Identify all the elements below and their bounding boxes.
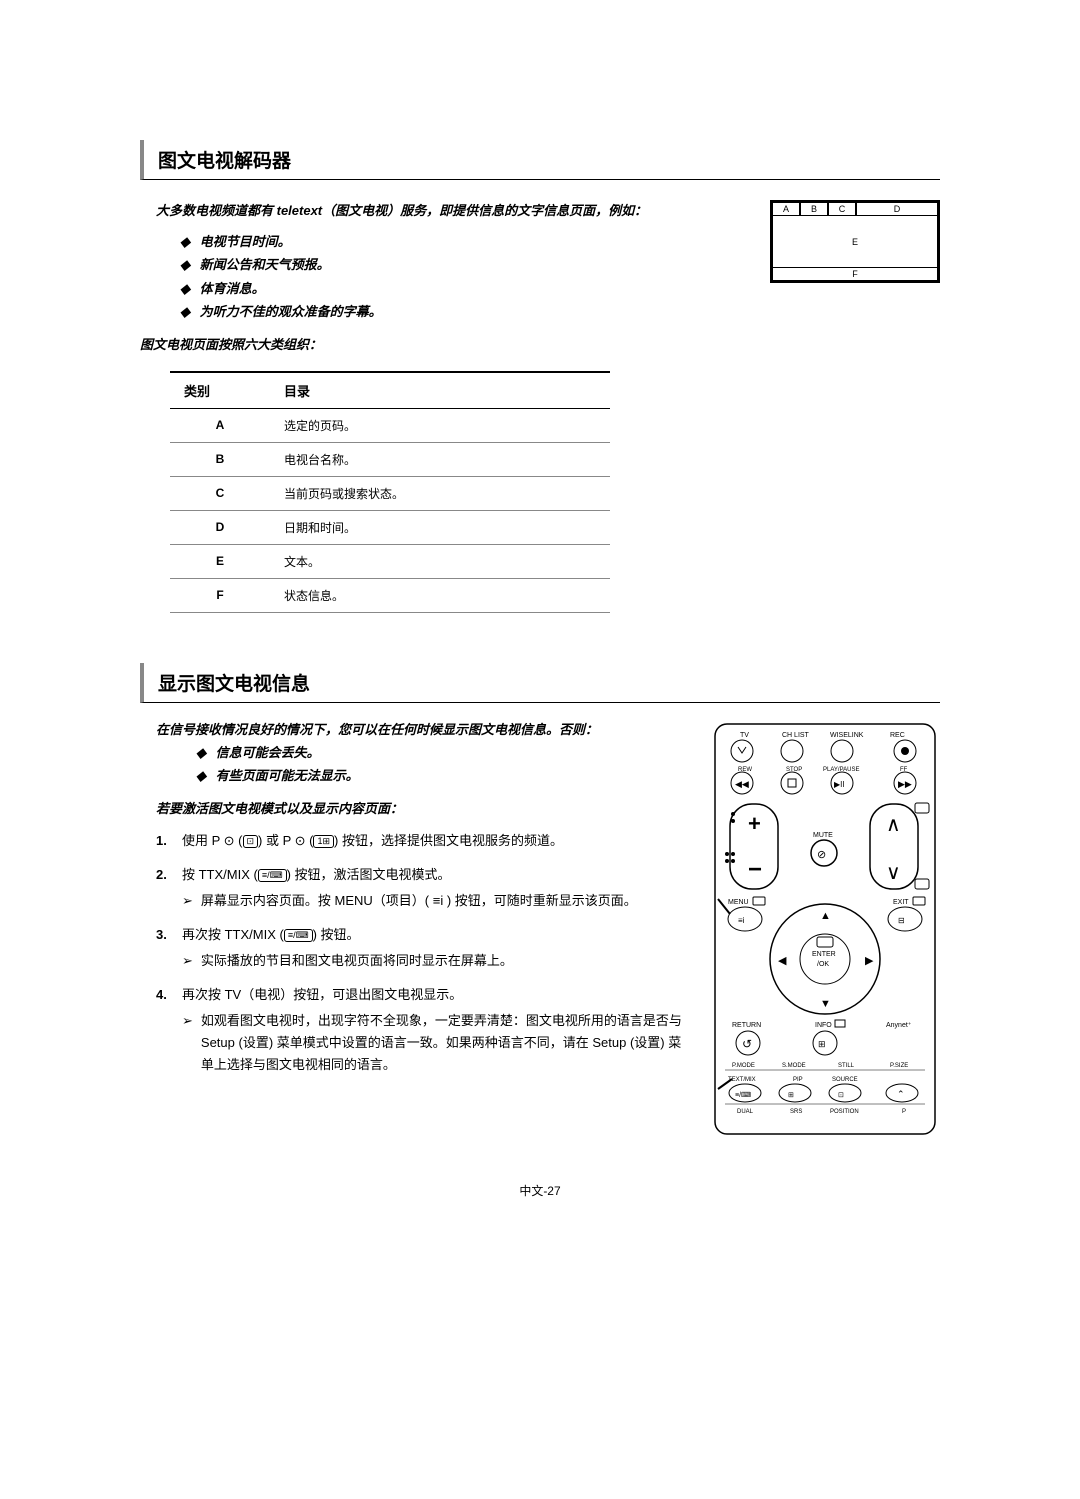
svg-text:P.SIZE: P.SIZE [890,1063,908,1069]
svg-text:RETURN: RETURN [732,1022,761,1029]
diagram-b: B [800,202,828,216]
svg-text:CH LIST: CH LIST [782,732,810,739]
svg-text:/OK: /OK [817,961,829,968]
svg-text:MENU: MENU [728,899,749,906]
svg-text:POSITION: POSITION [830,1109,859,1115]
svg-text:P: P [902,1109,906,1115]
svg-text:▶II: ▶II [834,780,845,789]
svg-text:REC: REC [890,732,905,739]
svg-text:EXIT: EXIT [893,899,909,906]
ttx-mix-icon: ≡/⌨ [258,869,287,882]
svg-text:⊞: ⊞ [788,1092,794,1099]
table-header-category: 类别 [170,372,270,409]
table-row: C当前页码或搜索状态。 [170,476,610,510]
table-row: B电视台名称。 [170,442,610,476]
svg-text:P.MODE: P.MODE [732,1063,755,1069]
bullet-item: 信息可能会丢失。 [196,741,690,764]
steps-list: 1. 使用 P ⊙ (⊡) 或 P ⊙ (1⊞) 按钮，选择提供图文电视服务的频… [156,830,690,1077]
step-2: 2. 按 TTX/MIX (≡/⌨) 按钮，激活图文电视模式。 屏幕显示内容页面… [156,864,690,912]
bullet-item: 新闻公告和天气预报。 [180,253,740,276]
bullet-item: 为听力不佳的观众准备的字幕。 [180,300,740,323]
diagram-d: D [856,202,938,216]
section2-body: 在信号接收情况良好的情况下，您可以在任何时候显示图文电视信息。否则： 信息可能会… [140,719,940,1142]
section1-text: 大多数电视频道都有 teletext（图文电视）服务，即提供信息的文字信息页面，… [140,184,740,363]
section2-bullets: 信息可能会丢失。 有些页面可能无法显示。 [196,741,690,788]
teletext-up-icon: ⊡ [243,835,259,848]
svg-text:≡/⌨: ≡/⌨ [735,1091,751,1099]
svg-text:+: + [748,811,761,836]
step-4: 4. 再次按 TV（电视）按钮，可退出图文电视显示。 如观看图文电视时，出现字符… [156,984,690,1076]
section2-text: 在信号接收情况良好的情况下，您可以在任何时候显示图文电视信息。否则： 信息可能会… [140,719,690,1142]
svg-text:⊞: ⊞ [818,1039,826,1049]
svg-text:ENTER: ENTER [812,951,836,958]
category-table: 类别 目录 A选定的页码。 B电视台名称。 C当前页码或搜索状态。 D日期和时间… [170,371,610,613]
remote-label: TV [740,732,749,739]
svg-text:▼: ▼ [820,998,831,1010]
svg-text:▶▶: ▶▶ [898,779,912,789]
svg-text:◀: ◀ [778,955,787,967]
section1-title: 图文电视解码器 [140,140,940,180]
teletext-diagram: A B C D E F [770,200,940,363]
svg-text:∧: ∧ [886,814,901,836]
section2-intro: 在信号接收情况良好的情况下，您可以在任何时候显示图文电视信息。否则： [156,719,690,741]
svg-text:TEXT/MIX: TEXT/MIX [728,1077,756,1083]
svg-text:⊡: ⊡ [838,1092,844,1099]
bullet-item: 电视节目时间。 [180,230,740,253]
table-row: E文本。 [170,544,610,578]
svg-text:↺: ↺ [742,1037,752,1051]
svg-text:WISELINK: WISELINK [830,732,864,739]
svg-text:SOURCE: SOURCE [832,1077,858,1083]
ttx-mix-icon: ≡/⌨ [284,929,313,942]
svg-text:MUTE: MUTE [813,832,833,839]
section1-intro: 大多数电视频道都有 teletext（图文电视）服务，即提供信息的文字信息页面，… [156,200,740,222]
bullet-item: 体育消息。 [180,277,740,300]
step-3: 3. 再次按 TTX/MIX (≡/⌨) 按钮。 实际播放的节目和图文电视页面将… [156,924,690,972]
table-header-index: 目录 [270,372,610,409]
svg-text:STILL: STILL [838,1063,855,1069]
section-display-teletext: 显示图文电视信息 在信号接收情况良好的情况下，您可以在任何时候显示图文电视信息。… [140,663,940,1142]
svg-text:▶: ▶ [865,955,874,967]
svg-text:INFO: INFO [815,1022,832,1029]
diagram-f: F [772,268,938,281]
step-1: 1. 使用 P ⊙ (⊡) 或 P ⊙ (1⊞) 按钮，选择提供图文电视服务的频… [156,830,690,852]
remote-control-diagram: TV CH LIST WISELINK REC REW STOP PLAY/PA… [710,719,940,1142]
svg-text:SRS: SRS [790,1109,802,1115]
svg-text:⊟: ⊟ [898,916,905,925]
diagram-a: A [772,202,800,216]
diagram-e: E [772,216,938,268]
table-row: A选定的页码。 [170,408,610,442]
page-footer: 中文-27 [140,1182,940,1199]
svg-text:Anynet⁺: Anynet⁺ [886,1022,912,1029]
svg-text:DUAL: DUAL [737,1109,754,1115]
svg-text:◀◀: ◀◀ [735,779,749,789]
svg-text:▲: ▲ [820,910,831,922]
svg-text:≡i: ≡i [738,916,745,925]
svg-text:−: − [748,856,762,883]
svg-text:PIP: PIP [793,1077,803,1083]
teletext-down-icon: 1⊞ [313,835,334,848]
section1-bullets: 电视节目时间。 新闻公告和天气预报。 体育消息。 为听力不佳的观众准备的字幕。 [180,230,740,324]
section-teletext-decoder: 图文电视解码器 大多数电视频道都有 teletext（图文电视）服务，即提供信息… [140,140,940,613]
diagram-c: C [828,202,856,216]
step-3-sub: 实际播放的节目和图文电视页面将同时显示在屏幕上。 [182,950,690,972]
svg-text:⌃: ⌃ [897,1089,905,1099]
svg-text:⊘: ⊘ [817,849,826,861]
section1-body: 大多数电视频道都有 teletext（图文电视）服务，即提供信息的文字信息页面，… [140,184,940,363]
section2-title: 显示图文电视信息 [140,663,940,703]
step-2-sub: 屏幕显示内容页面。按 MENU（项目）( ≡i ) 按钮，可随时重新显示该页面。 [182,890,690,912]
section1-subintro: 图文电视页面按照六大类组织： [140,334,740,353]
table-row: F状态信息。 [170,578,610,612]
svg-text:S.MODE: S.MODE [782,1063,806,1069]
step-4-sub: 如观看图文电视时，出现字符不全现象，一定要弄清楚：图文电视所用的语言是否与 Se… [182,1010,690,1076]
section2-subintro: 若要激活图文电视模式以及显示内容页面： [156,798,690,820]
bullet-item: 有些页面可能无法显示。 [196,764,690,787]
table-row: D日期和时间。 [170,510,610,544]
svg-text:∨: ∨ [886,862,901,884]
